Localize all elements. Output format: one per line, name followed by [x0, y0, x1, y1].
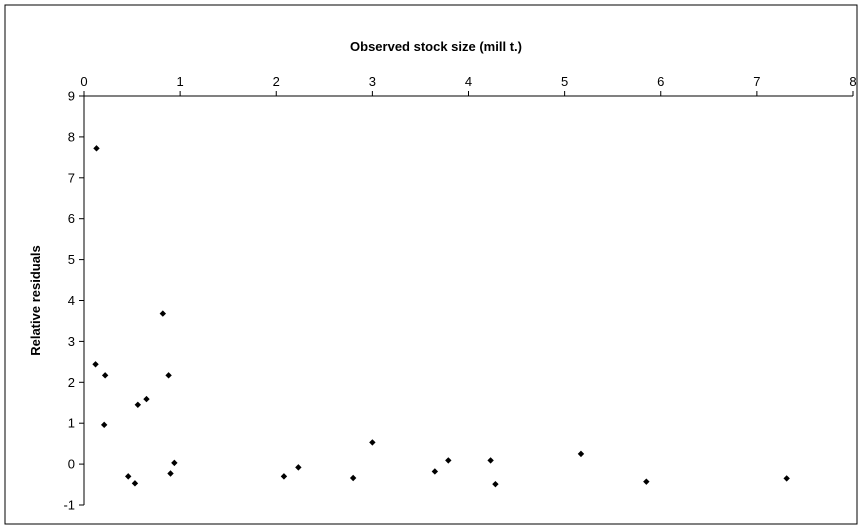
- y-axis-ticks: -1 0 1 2 3 4 5 6 7 8 9: [63, 89, 84, 513]
- y-tick-label: -1: [63, 498, 75, 513]
- data-point: [577, 450, 585, 458]
- data-point: [295, 464, 302, 471]
- x-tick-label: 8: [849, 74, 856, 89]
- data-point: [131, 480, 139, 487]
- y-tick-label: 9: [68, 89, 75, 104]
- x-axis-ticks: 0 1 2 3 4 5 6 7 8: [80, 74, 857, 96]
- x-tick-label: 3: [369, 74, 376, 89]
- x-tick-label: 6: [657, 74, 664, 89]
- data-point: [101, 372, 109, 379]
- y-tick-label: 5: [68, 252, 75, 267]
- y-tick-label: 8: [68, 129, 75, 144]
- data-point: [93, 145, 100, 152]
- data-point: [445, 457, 452, 464]
- data-point: [143, 395, 150, 403]
- x-tick-label: 2: [273, 74, 280, 89]
- y-tick-label: 2: [68, 375, 75, 390]
- data-point: [431, 468, 439, 475]
- y-axis-title: Relative residuals: [28, 245, 43, 356]
- x-tick-label: 7: [753, 74, 760, 89]
- x-axis-title: Observed stock size (mill t.): [350, 39, 522, 54]
- y-tick-label: 3: [68, 334, 75, 349]
- data-point: [280, 473, 288, 480]
- y-tick-label: 4: [68, 293, 75, 308]
- data-point: [125, 473, 132, 480]
- data-point: [134, 401, 142, 408]
- y-tick-label: 7: [68, 170, 75, 185]
- data-point: [783, 475, 790, 482]
- data-point: [159, 310, 167, 317]
- data-point: [100, 421, 108, 429]
- x-tick-label: 4: [465, 74, 472, 89]
- data-point: [165, 372, 172, 379]
- data-point: [643, 478, 650, 485]
- data-points: [92, 145, 790, 488]
- y-tick-label: 6: [68, 211, 75, 226]
- data-point: [167, 470, 174, 477]
- y-tick-label: 1: [68, 416, 75, 431]
- data-point: [92, 361, 99, 368]
- data-point: [487, 457, 494, 464]
- x-tick-label: 1: [177, 74, 184, 89]
- data-point: [171, 459, 178, 467]
- data-point: [369, 439, 376, 446]
- data-point: [492, 480, 499, 488]
- x-tick-label: 0: [80, 74, 87, 89]
- chart-area-border: [4, 4, 858, 525]
- y-tick-label: 0: [68, 457, 75, 472]
- x-tick-label: 5: [561, 74, 568, 89]
- data-point: [349, 474, 357, 482]
